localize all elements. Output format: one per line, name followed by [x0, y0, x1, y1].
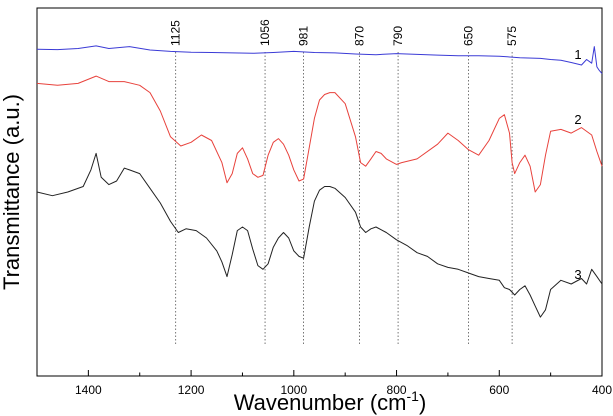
x-axis-title-main: Wavenumber (cm — [234, 390, 407, 415]
y-axis-title: Transmittance (a.u.) — [0, 94, 24, 290]
annotation-label-650: 650 — [461, 26, 475, 46]
x-axis-title-sup: -1 — [407, 388, 420, 404]
x-tick-label-400: 400 — [592, 383, 612, 397]
series-labels: 1 2 3 — [574, 47, 581, 282]
plot-frame — [36, 7, 603, 377]
series-label-1: 1 — [574, 47, 581, 62]
x-axis-title: Wavenumber (cm-1) — [234, 388, 427, 415]
x-axis-title-close: ) — [419, 390, 426, 415]
annotation-label-790: 790 — [391, 26, 405, 46]
series-label-2: 2 — [574, 112, 581, 127]
annotation-label-1056: 1056 — [258, 19, 272, 46]
x-axis-ticks: 1400 1200 1000 800 600 400 — [36, 370, 612, 397]
annotation-label-1125: 1125 — [169, 20, 183, 46]
series-group — [36, 45, 603, 318]
series-line-2 — [36, 75, 603, 193]
series-line-1 — [36, 45, 603, 74]
x-tick-label-800: 800 — [387, 383, 407, 397]
annotation-label-575: 575 — [505, 26, 519, 46]
series-label-3: 3 — [574, 267, 581, 282]
x-tick-label-1000: 1000 — [280, 383, 307, 397]
annotation-lines: 1125 1056 981 870 790 650 575 — [169, 19, 519, 345]
x-tick-label-600: 600 — [489, 383, 509, 397]
series-line-3 — [36, 152, 603, 318]
annotation-label-870: 870 — [353, 26, 367, 46]
x-tick-label-1200: 1200 — [178, 383, 205, 397]
annotation-label-981: 981 — [297, 26, 311, 46]
x-tick-label-1400: 1400 — [75, 383, 102, 397]
